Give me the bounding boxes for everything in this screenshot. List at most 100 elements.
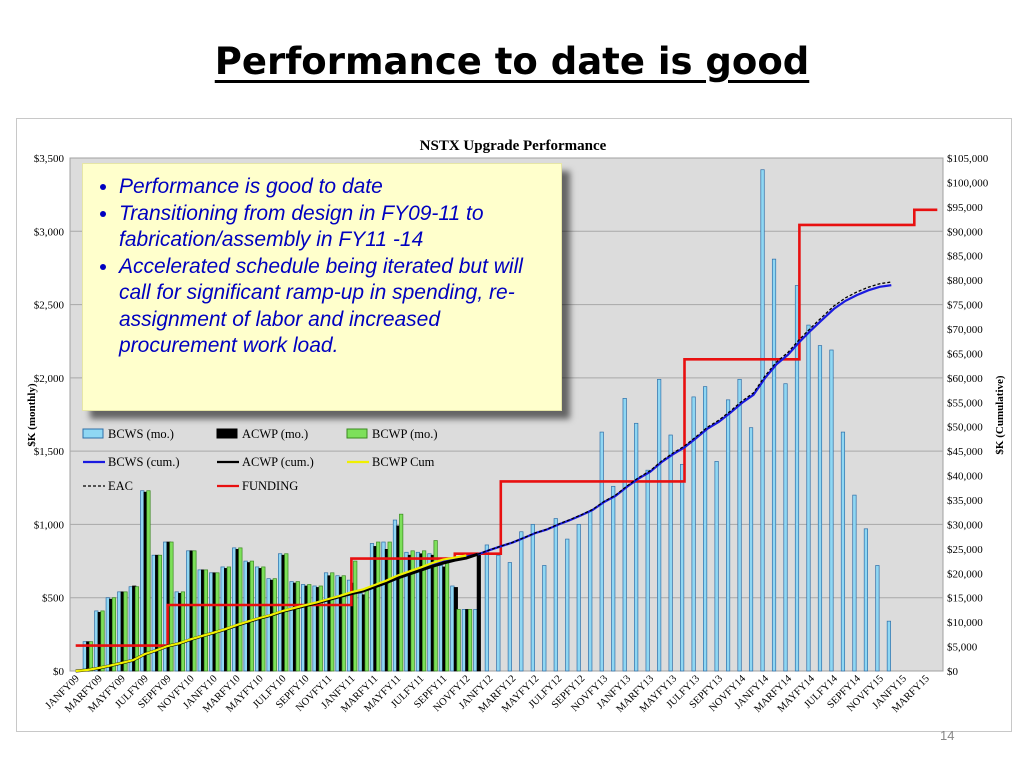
bar-bcwp-mo — [422, 550, 427, 672]
bar-bcwp-mo — [123, 591, 128, 672]
bar-bcws-mo — [300, 584, 306, 672]
callout-bullet: Transitioning from design in FY09-11 to … — [119, 201, 547, 254]
y-tick-label-left: $3,500 — [34, 153, 65, 165]
bar-bcws-mo — [128, 586, 133, 672]
bar-bcws-mo — [783, 383, 788, 672]
bar-bcwp-mo — [192, 550, 197, 672]
bar-bcwp-mo — [468, 609, 473, 672]
bar-bcws-mo — [794, 285, 800, 672]
bar-bcws-mo — [760, 169, 765, 672]
bar-bcws-mo — [817, 345, 823, 672]
bar-bcws-mo — [634, 422, 639, 672]
bar-bcwp-mo — [215, 572, 220, 672]
bar-bcws-mo — [369, 543, 375, 672]
callout-bullet: Accelerated schedule being iterated but … — [119, 254, 547, 360]
bar-bcws-mo — [473, 609, 478, 672]
y-tick-label-right: $25,000 — [947, 544, 983, 556]
y-tick-label-right: $0 — [947, 666, 959, 678]
y-tick-label-right: $90,000 — [947, 226, 983, 238]
bar-bcws-mo — [392, 519, 398, 672]
y-tick-label-right: $40,000 — [947, 471, 983, 483]
bar-bcws-mo — [599, 431, 604, 672]
slide-title: Performance to date is good — [214, 40, 810, 83]
bar-bcws-mo — [94, 610, 99, 672]
legend-swatch — [82, 428, 104, 439]
bar-bcwp-mo — [399, 513, 404, 672]
legend-label: EAC — [108, 479, 133, 493]
bar-bcws-mo — [840, 431, 846, 672]
bar-bcws-mo — [243, 560, 248, 672]
callout-bullet: Performance is good to date — [119, 174, 547, 201]
bar-bcws-mo — [140, 490, 145, 672]
bar-bcws-mo — [737, 378, 742, 672]
bar-bcws-mo — [852, 494, 857, 672]
y-tick-label-left: $2,000 — [34, 373, 65, 385]
legend-swatch — [346, 428, 368, 439]
bar-bcwp-mo — [226, 566, 231, 672]
bar-bcwp-mo — [88, 641, 94, 672]
y-tick-label-right: $85,000 — [947, 251, 983, 263]
y-tick-label-right: $75,000 — [947, 300, 983, 312]
y-tick-label-left: $1,000 — [34, 519, 65, 531]
bar-bcws-mo — [714, 461, 719, 672]
y-tick-label-right: $15,000 — [947, 593, 983, 605]
bar-bcws-mo — [209, 572, 214, 672]
y-tick-label-right: $105,000 — [947, 153, 989, 165]
y-tick-label-right: $70,000 — [947, 324, 983, 336]
y-tick-label-right: $80,000 — [947, 275, 983, 287]
bar-bcws-mo — [358, 592, 363, 672]
legend-label: BCWP (mo.) — [372, 427, 438, 441]
line-bcwp-cum — [75, 554, 467, 673]
bar-bcws-mo — [105, 597, 110, 672]
bar-bcws-mo — [117, 591, 122, 672]
legend-label: BCWS (mo.) — [108, 427, 174, 441]
bar-bcwp-mo — [100, 610, 105, 672]
y-tick-label-left: $3,000 — [34, 226, 65, 238]
bar-bcws-mo — [886, 620, 891, 672]
y-tick-label-right: $100,000 — [947, 177, 989, 189]
callout-bullets: Performance is good to date Transitionin… — [97, 174, 547, 360]
bar-bcws-mo — [588, 510, 593, 672]
bar-bcwp-mo — [157, 554, 163, 672]
y-tick-label-left: $2,500 — [34, 300, 65, 312]
callout-box: Performance is good to date Transitionin… — [82, 163, 562, 411]
bar-bcws-mo — [461, 609, 466, 672]
bar-bcws-mo — [484, 544, 489, 672]
y-tick-label-right: $20,000 — [947, 568, 983, 580]
bar-bcwp-mo — [272, 578, 277, 672]
bar-bcws-mo — [691, 396, 696, 672]
bar-bcwp-mo — [111, 597, 117, 672]
bar-bcws-mo — [611, 485, 616, 672]
bar-bcws-mo — [645, 469, 650, 672]
bar-bcws-mo — [771, 258, 777, 672]
bar-bcwp-mo — [445, 562, 450, 672]
bar-bcws-mo — [507, 562, 512, 672]
bar-bcwp-mo — [238, 547, 243, 672]
bar-bcws-mo — [289, 581, 294, 672]
bar-bcws-mo — [335, 575, 340, 672]
bar-bcwp-mo — [169, 541, 174, 672]
bar-bcws-mo — [576, 524, 581, 672]
legend-label: FUNDING — [242, 479, 298, 493]
legend-label: ACWP (cum.) — [242, 455, 314, 469]
bar-bcwp-mo — [134, 586, 140, 672]
bar-bcws-mo — [186, 550, 191, 672]
y-axis-label-right: $K (Cumulative) — [994, 375, 1006, 454]
y-tick-label-right: $55,000 — [947, 397, 983, 409]
bar-bcws-mo — [266, 578, 271, 672]
bar-bcws-mo — [829, 349, 834, 672]
bar-bcwp-mo — [330, 572, 335, 672]
legend-label: BCWS (cum.) — [108, 455, 180, 469]
bar-bcwp-mo — [295, 581, 300, 672]
bar-bcws-mo — [312, 585, 317, 672]
page-number: 14 — [940, 728, 955, 743]
bar-bcwp-mo — [456, 609, 461, 672]
bar-bcws-mo — [553, 518, 558, 672]
bar-bcwp-mo — [203, 569, 208, 672]
bar-bcws-mo — [404, 551, 409, 672]
bar-bcws-mo — [381, 541, 386, 672]
bar-acwp-mo — [476, 553, 481, 672]
bar-bcwp-mo — [353, 560, 358, 672]
bar-bcwp-mo — [433, 540, 438, 672]
bar-bcwp-mo — [146, 490, 151, 672]
